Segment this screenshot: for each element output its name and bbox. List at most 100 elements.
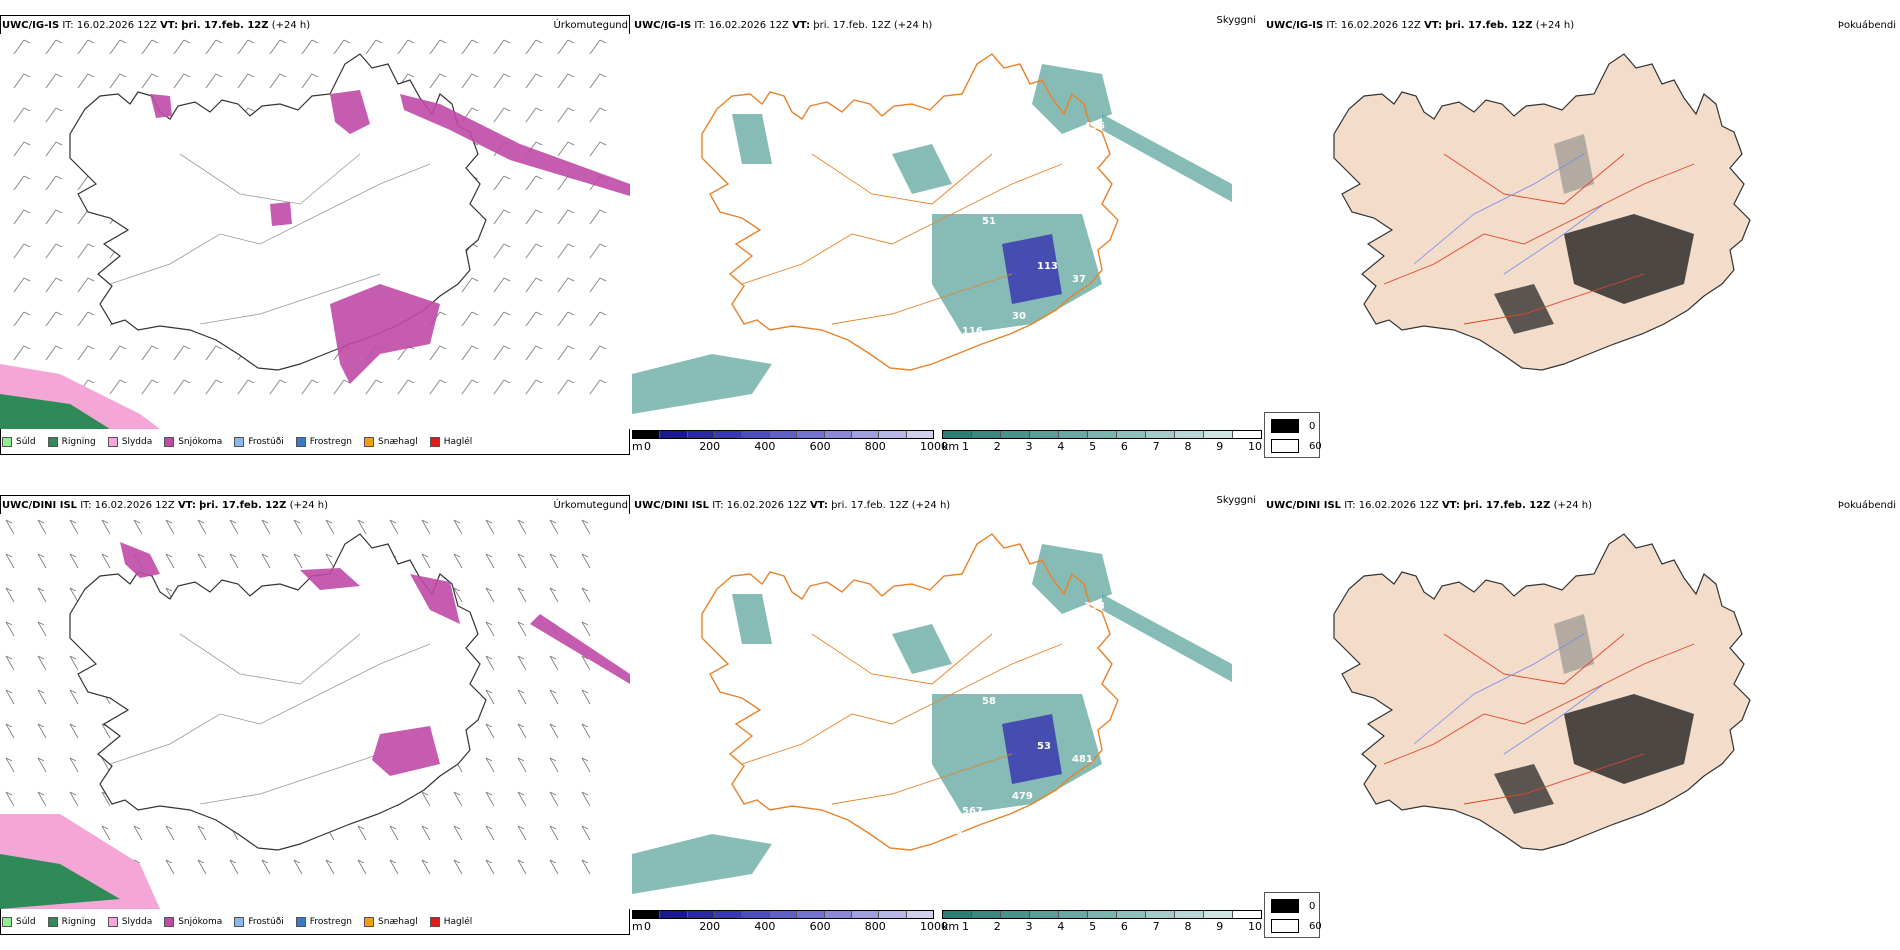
legend-swatch	[47, 437, 58, 447]
colorbar-segment	[1175, 431, 1204, 438]
lead-time: (+24 h)	[271, 20, 311, 31]
colorbar-bar	[632, 910, 934, 919]
river-network	[1413, 633, 1605, 755]
model-name: UWC/IG-IS	[1266, 20, 1324, 31]
legend-swatch	[107, 917, 118, 927]
ceiling-label: 53	[1032, 186, 1046, 197]
colorbar-bar	[632, 430, 934, 439]
colorbar-tick-label: 200	[699, 440, 721, 453]
snow-area	[120, 542, 160, 578]
legend-label: Snæhagl	[378, 917, 418, 927]
model-name: UWC/DINI ISL	[2, 500, 78, 511]
fog-index-panel: UWC/IG-IS IT: 16.02.2026 12Z VT: þri. 17…	[1264, 10, 1900, 460]
rain-area	[0, 854, 120, 909]
run-header: UWC/DINI ISL IT: 16.02.2026 12Z VT: þri.…	[2, 500, 329, 511]
colorbar-segment	[1117, 911, 1146, 918]
colorbar-tick-label: 0	[644, 440, 651, 453]
legend-item: Slydda	[107, 437, 152, 447]
low-ceiling-area	[1002, 714, 1062, 784]
ceiling-label: 58	[982, 696, 996, 707]
legend-label: Snjókoma	[178, 437, 223, 447]
legend-item: Snjókoma	[164, 917, 222, 927]
colorbar-tick-label: 0	[644, 920, 651, 933]
snow-area	[330, 90, 370, 134]
ceiling-label: 99	[1082, 296, 1096, 307]
fog-dense-area	[1564, 694, 1694, 784]
visibility-map: 338 31 58 53 362 302 481 479 567 96 109	[632, 514, 1264, 909]
colorbar-tick-label: 7	[1152, 440, 1160, 453]
colorbar-segment	[797, 911, 825, 918]
ceiling-label: 436	[1084, 121, 1105, 132]
ceiling-label: 481	[1072, 754, 1093, 765]
precip-legend: Súld Rigning Slydda Snjókoma Frostúði Frostre…	[2, 913, 472, 931]
colorbar-tick-label: 400	[754, 920, 776, 933]
run-header: UWC/IG-IS IT: 16.02.2026 12Z VT: þri. 17…	[634, 20, 933, 31]
legend-swatch	[164, 917, 175, 927]
colorbar-ticks: m 0 200 400 600 800 1000	[632, 439, 948, 453]
colorbar-segment	[1233, 911, 1261, 918]
legend-item: Frostúði	[234, 437, 284, 447]
snow-area	[0, 514, 106, 909]
legend-swatch	[2, 437, 12, 447]
legend-item: Frostregn	[295, 917, 352, 927]
legend-item: Rigning	[47, 917, 96, 927]
colorbar-segment	[769, 431, 798, 438]
ceiling-label: 30	[1012, 311, 1026, 322]
ceiling-label: 116	[962, 326, 983, 337]
legend-swatch	[295, 917, 306, 927]
colorbar-segment	[1001, 911, 1030, 918]
legend-swatch	[364, 917, 375, 927]
colorbar-segment	[1059, 911, 1088, 918]
lead-time: (+24 h)	[893, 20, 933, 31]
colorbar-tick-label: 9	[1216, 440, 1224, 453]
river-network	[1413, 153, 1605, 275]
snow-area	[270, 202, 292, 226]
colorbar-tick-label: 1000	[920, 440, 948, 453]
ceiling-label: 31	[1032, 666, 1046, 677]
colorbar-segment	[972, 431, 1001, 438]
colorbar-segment	[742, 431, 770, 438]
colorbar-segment	[1204, 911, 1233, 918]
lead-time: (+24 h)	[911, 500, 951, 511]
iceland-coastline	[69, 533, 487, 851]
ceiling-label: 362	[1110, 721, 1131, 732]
colorbar-segment	[1204, 431, 1233, 438]
visibility-colorbar: km 1 2 3 4 5 6 7 8 9 10	[942, 910, 1262, 933]
colorbar-tick-label: 4	[1057, 920, 1065, 933]
colorbar-segment	[1146, 911, 1175, 918]
colorbar-tick-label: 200	[699, 920, 721, 933]
colorbar-segment	[906, 911, 933, 918]
snow-area	[410, 574, 460, 624]
visibility-area	[1102, 114, 1232, 202]
legend-item: Frostúði	[234, 917, 284, 927]
colorbar-unit: km	[942, 440, 960, 453]
ceiling-label: 53	[1037, 741, 1051, 752]
legend-label: Haglél	[443, 437, 473, 447]
legend-label: Rigning	[61, 917, 96, 927]
colorbar-tick-label: 1000	[920, 920, 948, 933]
colorbar-tick-label: 3	[1025, 440, 1033, 453]
colorbar-tick-label: 7	[1152, 920, 1160, 933]
panel-title: Skyggni	[1216, 495, 1256, 506]
fog-moderate-area	[1554, 614, 1594, 674]
colorbar-tick-label: 600	[809, 440, 831, 453]
colorbar-segment	[715, 911, 743, 918]
colorbar-segment	[1233, 431, 1261, 438]
colorbar-segment	[687, 431, 716, 438]
colorbar-tick-label: 1	[962, 920, 969, 933]
init-time: 16.02.2026 12Z	[1340, 20, 1421, 31]
colorbar-segment	[1146, 431, 1175, 438]
ceiling-label: 479	[1012, 791, 1033, 802]
legend-item: Slydda	[107, 917, 152, 927]
init-time: 16.02.2026 12Z	[726, 500, 807, 511]
legend-swatch	[429, 437, 440, 447]
run-header: UWC/IG-IS IT: 16.02.2026 12Z VT: þri. 17…	[1266, 20, 1575, 31]
colorbar-unit: m	[632, 920, 643, 933]
colorbar-segment	[851, 431, 880, 438]
legend-label: Haglél	[443, 917, 473, 927]
legend-label: Snæhagl	[378, 437, 418, 447]
run-header: UWC/DINI ISL IT: 16.02.2026 12Z VT: þri.…	[1266, 500, 1593, 511]
precip-map	[0, 34, 630, 429]
colorbar-segment	[715, 431, 743, 438]
legend-item: Haglél	[429, 917, 473, 927]
